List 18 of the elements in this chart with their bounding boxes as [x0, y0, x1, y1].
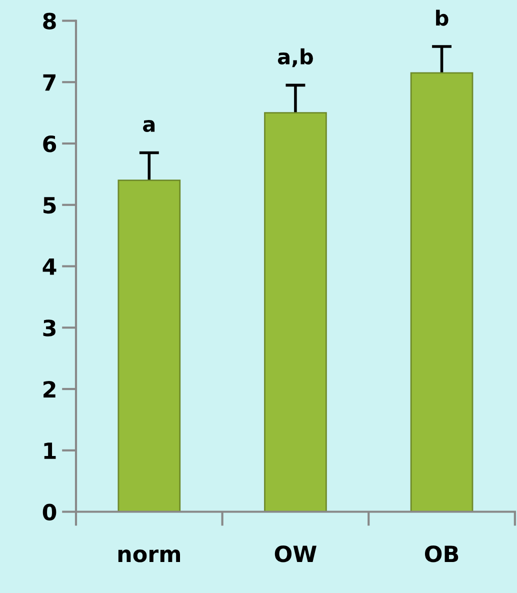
y-tick-label: 3	[43, 320, 56, 336]
annotation: b	[436, 10, 448, 26]
x-tick-label: OB	[424, 545, 458, 562]
annotation: a	[143, 120, 155, 132]
y-tick-label: 8	[43, 12, 56, 30]
bar	[264, 112, 327, 512]
y-tick-label: 1	[44, 442, 56, 459]
y-tick-label: 0	[42, 504, 56, 521]
bar	[118, 180, 181, 512]
y-tick-label: 5	[44, 197, 56, 214]
y-tick-label: 4	[42, 258, 56, 275]
y-tick-label: 2	[44, 380, 56, 398]
x-tick-label: norm	[118, 550, 180, 562]
y-tick-label: 6	[43, 135, 56, 152]
x-tick-label: OW	[274, 545, 316, 562]
annotation: a,b	[278, 48, 313, 68]
y-tick-label: 7	[43, 74, 56, 91]
bar	[410, 72, 474, 512]
